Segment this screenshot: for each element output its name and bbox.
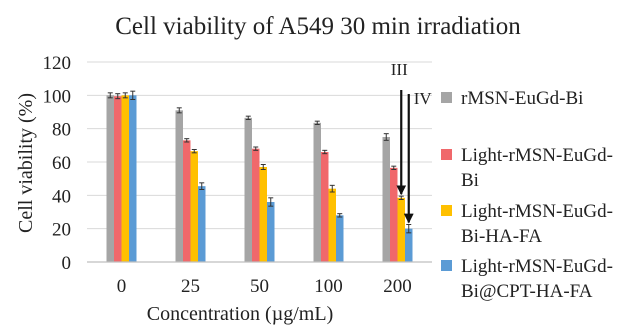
legend-label-line: Light-rMSN-EuGd- bbox=[461, 201, 613, 222]
legend-swatch bbox=[441, 205, 452, 216]
bar bbox=[336, 215, 344, 262]
legend: rMSN-EuGd-BiLight-rMSN-EuGd-BiLight-rMSN… bbox=[441, 88, 613, 302]
bar bbox=[382, 137, 390, 262]
bar bbox=[405, 228, 413, 262]
tick-labels: 0 20 40 60 80 100 120 0 25 50 100 200 bbox=[43, 53, 412, 297]
bar bbox=[175, 110, 183, 262]
x-tick-label: 200 bbox=[383, 276, 412, 297]
bar bbox=[397, 197, 405, 262]
legend-label-line: Bi@CPT-HA-FA bbox=[461, 281, 593, 302]
legend-swatch bbox=[441, 92, 452, 103]
x-tick-label: 25 bbox=[181, 276, 200, 297]
legend-label-line: Light-rMSN-EuGd- bbox=[461, 256, 613, 277]
bar bbox=[259, 167, 267, 262]
bar bbox=[190, 151, 198, 262]
x-axis-label: Concentration (µg/mL) bbox=[147, 303, 333, 325]
bar bbox=[106, 95, 114, 262]
x-tick-label: 50 bbox=[250, 276, 269, 297]
bar bbox=[114, 96, 122, 263]
y-tick-label: 80 bbox=[52, 120, 71, 141]
legend-swatch bbox=[441, 260, 452, 271]
x-tick-label: 0 bbox=[117, 276, 127, 297]
legend-label-line: Bi-HA-FA bbox=[461, 226, 542, 247]
y-tick-label: 40 bbox=[52, 186, 71, 207]
bar bbox=[252, 148, 260, 262]
x-tick-label: 100 bbox=[314, 276, 343, 297]
legend-label-line: Bi bbox=[461, 170, 479, 191]
legend-label-line: rMSN-EuGd-Bi bbox=[461, 88, 583, 109]
bar bbox=[390, 167, 398, 262]
y-tick-label: 0 bbox=[62, 253, 72, 274]
bar bbox=[267, 202, 275, 262]
bar bbox=[321, 152, 329, 262]
bar bbox=[328, 188, 336, 262]
bars bbox=[106, 95, 413, 263]
bar bbox=[129, 95, 137, 262]
y-tick-label: 60 bbox=[52, 153, 71, 174]
bar bbox=[244, 117, 252, 262]
y-tick-label: 20 bbox=[52, 220, 71, 241]
bar bbox=[313, 122, 321, 262]
legend-label-line: Light-rMSN-EuGd- bbox=[461, 145, 613, 166]
annotation-label: IV bbox=[414, 89, 433, 108]
error-bars bbox=[107, 90, 412, 234]
y-tick-label: 120 bbox=[43, 53, 72, 74]
legend-label: Light-rMSN-EuGd- Bi@CPT-HA-FA bbox=[461, 256, 613, 302]
legend-swatch bbox=[441, 149, 452, 160]
y-axis-label: Cell viability (%) bbox=[15, 93, 37, 233]
bar bbox=[121, 95, 129, 262]
legend-label: Light-rMSN-EuGd- Bi-HA-FA bbox=[461, 201, 613, 247]
annotation-label: III bbox=[391, 60, 408, 79]
legend-label: rMSN-EuGd-Bi bbox=[461, 88, 583, 109]
annotations: III IV bbox=[391, 60, 433, 224]
bar bbox=[198, 186, 206, 262]
y-tick-label: 100 bbox=[43, 86, 72, 107]
legend-label: Light-rMSN-EuGd- Bi bbox=[461, 145, 613, 191]
chart-title: Cell viability of A549 30 min irradiatio… bbox=[115, 13, 521, 40]
bar bbox=[183, 140, 191, 262]
